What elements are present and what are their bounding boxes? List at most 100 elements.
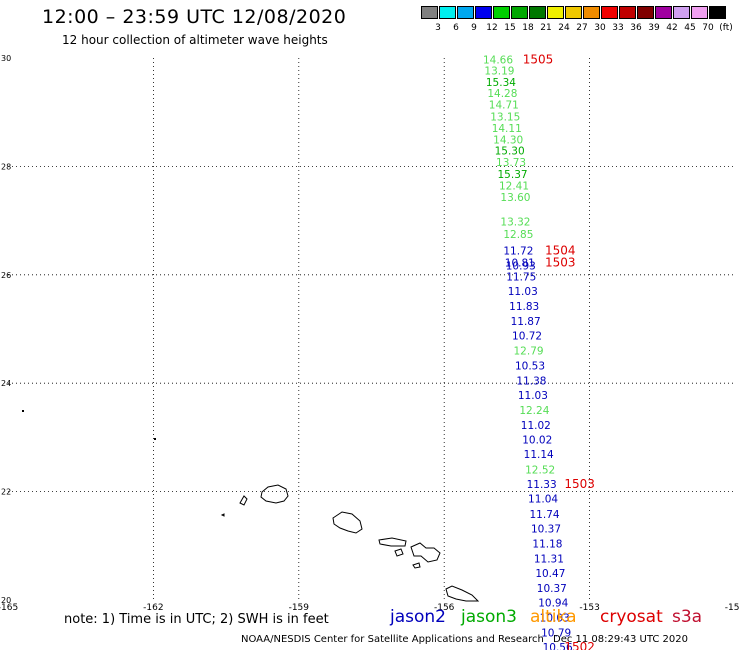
- legend-swatch: [439, 6, 456, 19]
- lon-tick-label: -159: [289, 603, 310, 613]
- wave-height-value: 10.37: [531, 523, 561, 535]
- generated-timestamp: Dec 11 08:29:43 UTC 2020: [553, 634, 688, 645]
- wave-height-value: 13.73: [496, 157, 526, 169]
- legend-swatch: [475, 6, 492, 19]
- legend-swatch: [673, 6, 690, 19]
- legend-label: 27: [576, 23, 588, 33]
- wave-height-value: 12.79: [514, 346, 544, 358]
- legend-label: 3: [435, 23, 441, 33]
- map-title: 12:00 – 23:59 UTC 12/08/2020: [42, 6, 347, 28]
- wave-height-value: 11.04: [528, 494, 558, 506]
- legend-jason3: jason3: [461, 607, 517, 627]
- wave-height-legend: 3 6 9 12 15 18 21 24 27 30 33 36 39 42 45 70 (ft): [421, 6, 733, 36]
- wave-height-value: 11.38: [516, 375, 546, 387]
- legend-swatch: [493, 6, 510, 19]
- wave-height-value: 13.60: [500, 192, 530, 204]
- wave-height-value: 10.37: [537, 583, 567, 595]
- wave-height-value: 10.53: [515, 360, 545, 372]
- legend-label: 33: [612, 23, 624, 33]
- islet-nihoa: [154, 438, 156, 440]
- islet-necker: [22, 410, 24, 412]
- legend-swatch: [691, 6, 708, 19]
- island-maui: [410, 542, 441, 563]
- wave-height-value: 12.41: [499, 180, 529, 192]
- legend-swatch: [583, 6, 600, 19]
- wave-height-value: 11.31: [534, 553, 564, 565]
- wave-height-value: 12.85: [503, 229, 533, 241]
- island-lanai: [394, 548, 404, 557]
- wave-height-value: 12.24: [519, 405, 549, 417]
- legend-label: 18: [522, 23, 534, 33]
- wave-height-value: 11.14: [524, 449, 554, 461]
- wave-height-value: 10.02: [522, 435, 552, 447]
- wave-height-value: 10.56: [543, 642, 573, 650]
- wave-height-value: 15.37: [498, 169, 528, 181]
- legend-swatch: [637, 6, 654, 19]
- legend-swatch: [511, 6, 528, 19]
- wave-height-value: 14.28: [487, 88, 517, 100]
- footnote: note: 1) Time is in UTC; 2) SWH is in fe…: [64, 612, 329, 627]
- wave-height-value: 11.18: [532, 539, 562, 551]
- map-subtitle: 12 hour collection of altimeter wave hei…: [62, 33, 328, 47]
- pass-time-label: 1502: [564, 640, 595, 650]
- legend-swatch: [601, 6, 618, 19]
- legend-label: (ft): [719, 23, 733, 33]
- wave-height-value: 10.72: [512, 331, 542, 343]
- island-niihau: [239, 495, 248, 506]
- legend-label: 42: [666, 23, 678, 33]
- wave-height-value: 11.33: [527, 479, 557, 491]
- wave-height-value: 13.32: [500, 217, 530, 229]
- legend-swatch: [457, 6, 474, 19]
- wave-height-value: 11.03: [508, 286, 538, 298]
- wave-height-value: 11.87: [511, 316, 541, 328]
- island-molokai: [378, 537, 407, 547]
- legend-swatch: [709, 6, 726, 19]
- wave-height-value: 14.66: [483, 55, 513, 67]
- pass-time-label: 1504: [545, 243, 576, 257]
- wave-height-value: 10.03: [540, 612, 570, 624]
- wave-height-value: 11.74: [530, 509, 560, 521]
- pass-time-label: 1505: [523, 53, 554, 67]
- wave-height-value: 13.19: [484, 65, 514, 77]
- wave-height-value: 10.81: [505, 257, 535, 269]
- lat-tick-label: 28: [1, 162, 11, 171]
- legend-s3a: s3a: [672, 607, 703, 627]
- hawaii-islands: [22, 410, 480, 602]
- legend-label: 9: [471, 23, 477, 33]
- lat-tick-label: 20: [1, 596, 11, 605]
- lat-tick-label: 30: [1, 54, 11, 63]
- wave-height-value: 10.93: [506, 261, 536, 273]
- wave-height-value: 14.71: [489, 100, 519, 112]
- wave-height-value: 13.15: [490, 112, 520, 124]
- wave-height-value: 15.34: [486, 77, 516, 89]
- legend-altika: altika: [530, 607, 577, 627]
- legend-label: 6: [453, 23, 459, 33]
- wave-height-value: 10.47: [535, 568, 565, 580]
- lat-tick-label: 26: [1, 271, 11, 280]
- island-hawaii: [445, 585, 480, 602]
- legend-label: 12: [486, 23, 498, 33]
- lon-tick-label: -156: [434, 603, 455, 613]
- island-lehua: [220, 513, 225, 517]
- island-kahoolawe: [412, 562, 421, 569]
- wave-height-value: 11.75: [506, 271, 536, 283]
- lat-tick-label: 24: [1, 379, 11, 388]
- legend-cryosat: cryosat: [600, 607, 663, 627]
- wave-height-value: 12.52: [525, 464, 555, 476]
- lon-tick-label: -162: [143, 603, 163, 613]
- legend-swatch: [529, 6, 546, 19]
- lon-tick-label: -150: [725, 603, 740, 613]
- legend-swatch: [565, 6, 582, 19]
- pass-time-label: 1503: [564, 477, 595, 491]
- legend-label: 45: [684, 23, 696, 33]
- wave-height-value: 10.79: [541, 628, 571, 640]
- wave-observations: 14.6613.1915.3414.2814.7113.1514.1114.30…: [483, 55, 573, 650]
- legend-swatch: [421, 6, 438, 19]
- legend-jason2: jason2: [390, 607, 446, 627]
- legend-swatch: [547, 6, 564, 19]
- legend-label: 70: [702, 23, 714, 33]
- wave-height-value: 11.03: [518, 390, 548, 402]
- lon-tick-label: -153: [579, 603, 599, 613]
- wave-height-value: 11.72: [503, 245, 533, 257]
